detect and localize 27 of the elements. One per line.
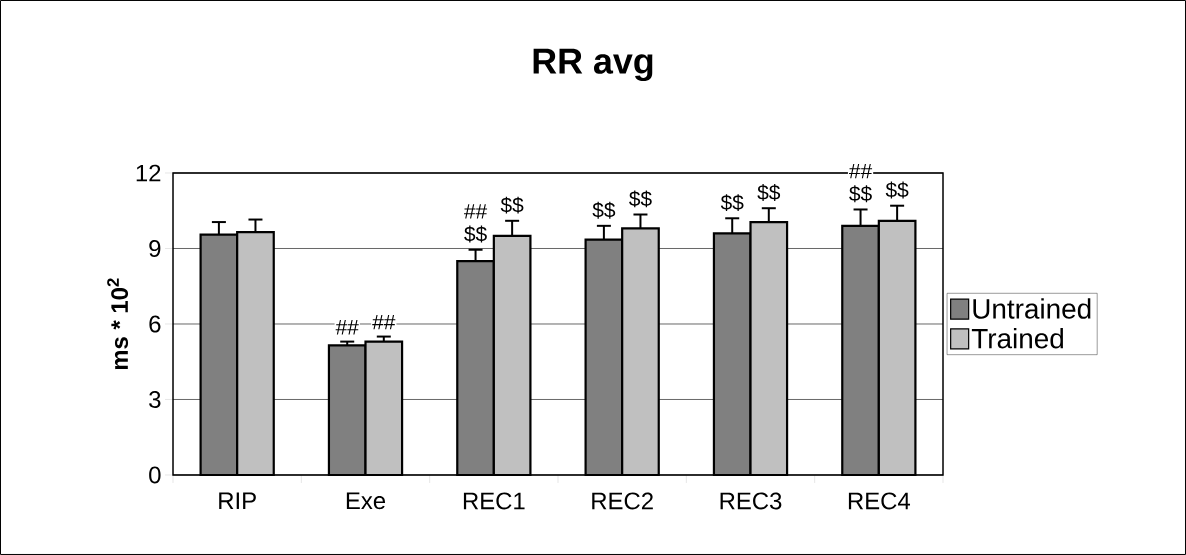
y-tick-label: 0	[149, 466, 161, 484]
x-tick-label: REC4	[848, 492, 911, 510]
y-tick-label: 12	[136, 164, 161, 182]
annotation: $$	[629, 190, 652, 208]
x-tick-label: REC3	[720, 492, 782, 510]
y-tick-label: 6	[149, 315, 161, 333]
legend-label: Trained	[971, 327, 1063, 349]
annotation: $$	[849, 185, 872, 203]
annotation: ##	[372, 315, 396, 330]
y-tick-label: 3	[149, 391, 161, 408]
y-axis-title: ms * 10$^{2}$	[107, 278, 129, 370]
x-tick-label: Exe	[346, 492, 386, 510]
annotation: $$	[464, 225, 487, 243]
annotation: ##	[335, 320, 359, 335]
x-tick-label: REC1	[463, 492, 525, 510]
annotation: $$	[757, 184, 781, 202]
annotation: $$	[885, 181, 909, 199]
annotation: $$	[592, 201, 616, 219]
chart-title: RR avg	[533, 48, 653, 82]
annotation: $$	[720, 194, 744, 212]
x-tick-label: REC2	[592, 492, 653, 510]
y-tick-label: 9	[149, 240, 161, 257]
x-tick-label: RIP	[219, 492, 256, 509]
annotation: ##	[464, 204, 488, 219]
legend-label: Untrained	[973, 298, 1091, 319]
annotation: $$	[500, 196, 524, 214]
annotation: ##	[849, 163, 873, 179]
